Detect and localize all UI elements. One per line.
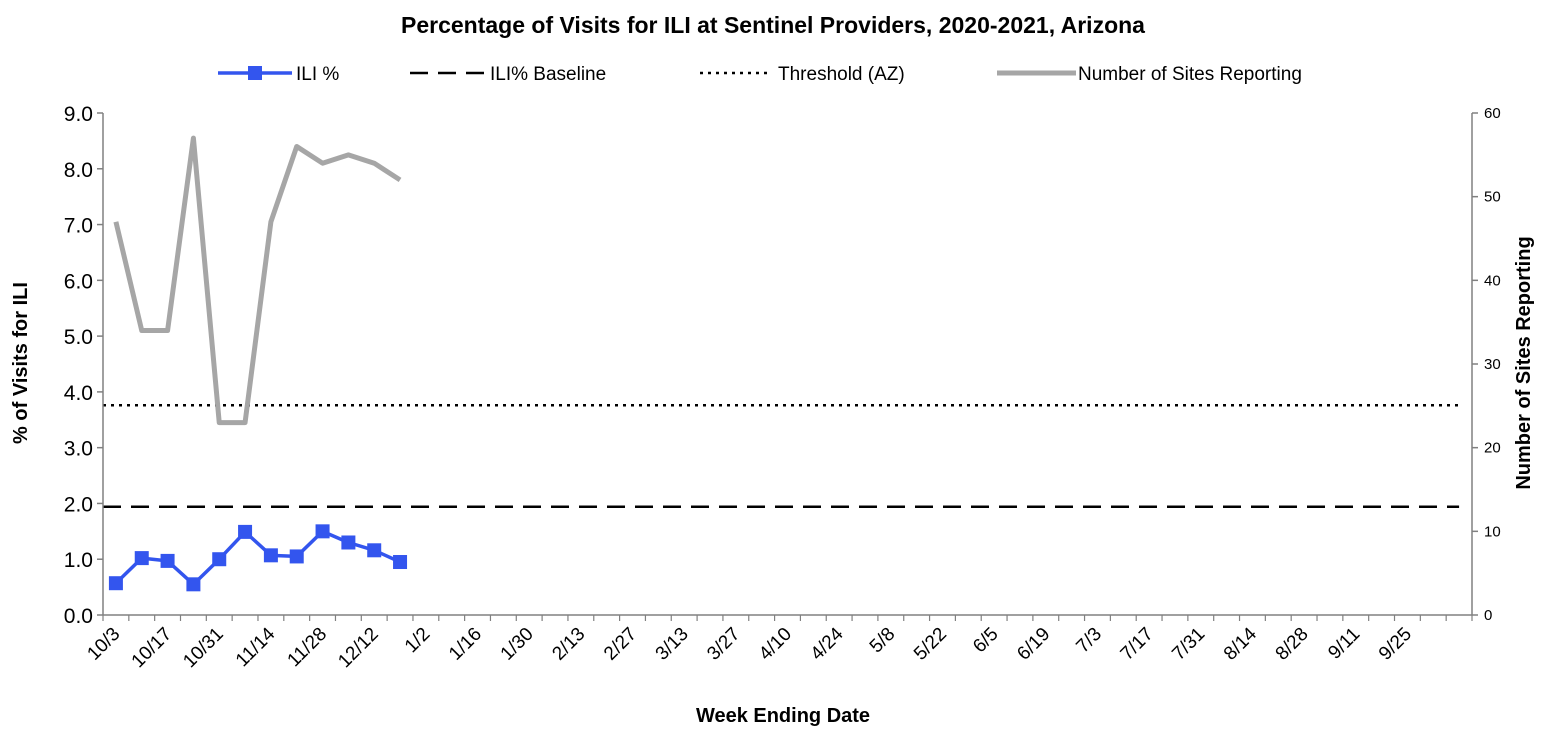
- x-tick-label: 11/28: [284, 624, 331, 671]
- ili-percent-point: [238, 524, 253, 539]
- y-axis-title: % of Visits for ILI: [10, 282, 32, 444]
- x-tick-label: 9/25: [1375, 624, 1416, 665]
- x-tick-label: 2/13: [548, 624, 589, 665]
- x-tick-label: 6/19: [1013, 624, 1054, 665]
- x-tick-label: 6/5: [969, 624, 1003, 658]
- x-tick-label: 1/16: [445, 624, 486, 665]
- legend-entry-label: Number of Sites Reporting: [1078, 64, 1302, 85]
- y-tick-label: 9.0: [64, 103, 93, 126]
- x-tick-label: 10/3: [83, 624, 124, 665]
- legend-entry-label: Threshold (AZ): [778, 64, 905, 85]
- y-tick-label: 4.0: [64, 382, 93, 405]
- y-tick-label: 2.0: [64, 493, 93, 516]
- y2-tick-label: 40: [1484, 272, 1501, 289]
- x-tick-label: 1/30: [497, 624, 538, 665]
- x-tick-label: 7/3: [1072, 624, 1106, 658]
- y-tick-label: 1.0: [64, 549, 93, 572]
- x-tick-label: 10/31: [179, 624, 227, 672]
- ili-percent-point: [341, 535, 356, 550]
- y2-tick-label: 0: [1484, 607, 1492, 624]
- x-tick-label: 9/11: [1324, 624, 1364, 664]
- x-tick-label: 7/31: [1168, 624, 1209, 665]
- y2-tick-label: 10: [1484, 523, 1501, 540]
- ili-percent-point: [393, 555, 408, 570]
- legend-entry-label: ILI %: [296, 64, 339, 85]
- y-tick-label: 5.0: [64, 326, 93, 349]
- x-tick-label: 12/12: [334, 624, 382, 672]
- x-tick-label: 3/27: [703, 624, 744, 665]
- x-tick-label: 5/8: [866, 624, 900, 658]
- y-tick-label: 0.0: [64, 605, 93, 628]
- x-tick-label: 1/2: [401, 624, 435, 658]
- ili-percent-point: [160, 553, 175, 568]
- x-tick-label: 8/28: [1272, 624, 1313, 665]
- x-tick-label: 11/14: [232, 623, 280, 671]
- chart-axes: 0.0 1.0 2.0 3.0 4.0 5.0 6.0 7.0 8.0 9.0 0 10 20 30 40 5…: [64, 103, 1501, 672]
- y-tick-label: 7.0: [64, 215, 93, 238]
- chart-title: Percentage of Visits for ILI at Sentinel…: [401, 12, 1145, 38]
- y2-axis-title: Number of Sites Reporting: [1513, 236, 1535, 489]
- x-tick-label: 7/17: [1117, 624, 1158, 665]
- ili-percent-point: [134, 551, 149, 566]
- ili-percent-point: [108, 576, 123, 591]
- plot-area: [103, 135, 1460, 592]
- ili-percent-point: [289, 549, 304, 564]
- x-axis-title: Week Ending Date: [696, 705, 870, 727]
- x-tick-label: 5/22: [910, 624, 951, 665]
- ili-percent-point: [212, 552, 227, 567]
- ili-percent-point: [186, 577, 201, 592]
- ili-percent-point: [315, 524, 330, 539]
- y-tick-label: 6.0: [64, 270, 93, 293]
- chart-legend: ILI % ILI% Baseline Threshold (AZ) Number o…: [218, 64, 1302, 85]
- y-tick-label: 8.0: [64, 159, 93, 182]
- legend-marker: [248, 66, 262, 80]
- y2-tick-label: 20: [1484, 440, 1501, 457]
- series-line-sites-reporting: [113, 135, 402, 426]
- x-tick-label: 8/14: [1220, 623, 1261, 664]
- ili-percent-point: [367, 543, 382, 558]
- x-tick-label: 10/17: [128, 624, 176, 672]
- x-tick-label: 3/13: [652, 624, 693, 665]
- x-tick-label: 4/10: [755, 624, 796, 665]
- x-tick-label: 4/24: [807, 623, 848, 664]
- y2-tick-label: 30: [1484, 356, 1501, 373]
- y-tick-label: 3.0: [64, 438, 93, 461]
- x-tick-label: 2/27: [600, 624, 641, 665]
- series-line-ili-percent: [114, 529, 401, 587]
- legend-entry-label: ILI% Baseline: [490, 64, 606, 85]
- y2-tick-label: 50: [1484, 189, 1501, 206]
- ili-percent-point: [263, 548, 278, 563]
- y2-tick-label: 60: [1484, 105, 1501, 122]
